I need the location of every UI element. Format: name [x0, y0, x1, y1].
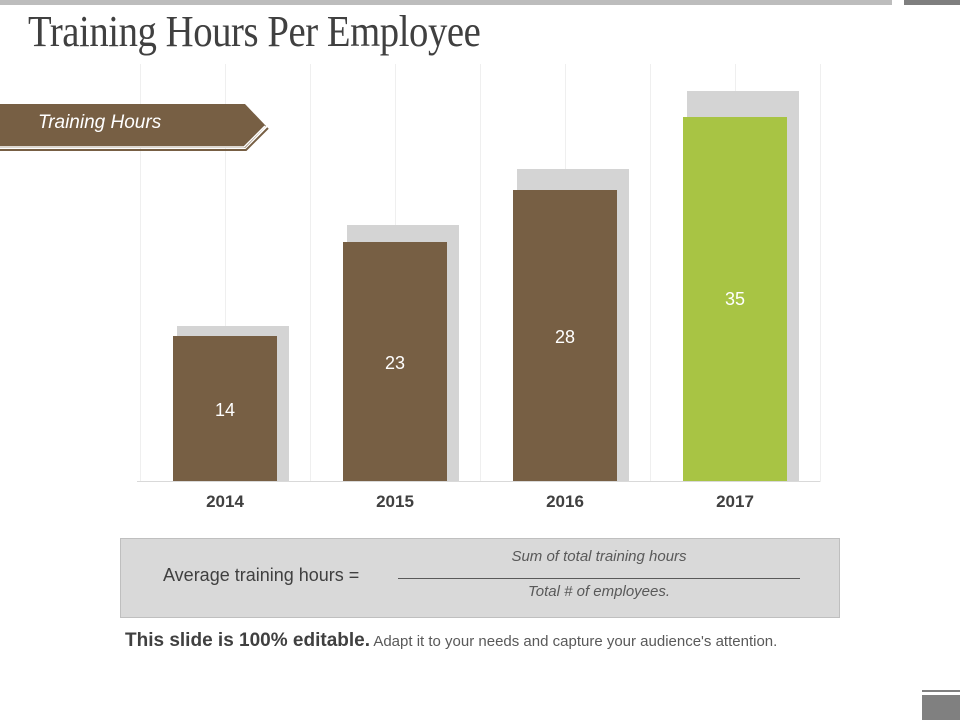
bar-value-label: 28 [554, 327, 576, 347]
footer-bold-text: This slide is 100% editable. [125, 630, 370, 651]
x-axis-label: 2015 [376, 492, 414, 511]
slide-title: Training Hours Per Employee [28, 7, 481, 56]
bar-value-label: 35 [724, 289, 746, 309]
top-decor-bar-right [904, 0, 960, 5]
bar-value-label: 14 [214, 400, 236, 420]
bar-2016: 28 [513, 190, 617, 481]
bar-2014: 14 [173, 336, 277, 481]
corner-decor-block [922, 695, 960, 720]
bar-value-label: 23 [384, 353, 406, 373]
bar-2017: 35 [683, 117, 787, 481]
bar-2015: 23 [343, 242, 447, 481]
x-axis-label: 2017 [716, 492, 754, 511]
gridline [480, 64, 481, 482]
banner-arrow-shape [0, 104, 269, 151]
footer-note: This slide is 100% editable. Adapt it to… [125, 630, 777, 652]
series-legend-label: Training Hours [38, 112, 162, 133]
gridline [820, 64, 821, 482]
gridline [140, 64, 141, 482]
fraction-line [398, 578, 800, 579]
x-axis-line [137, 481, 820, 482]
footer-rest-text: Adapt it to your needs and capture your … [370, 633, 778, 650]
corner-decor-line [922, 690, 960, 692]
formula-numerator: Sum of total training hours [511, 548, 687, 565]
gridline [225, 64, 226, 482]
top-decor-bar [0, 0, 892, 5]
formula-left-text: Average training hours = [163, 565, 360, 585]
x-axis-label: 2016 [546, 492, 584, 511]
gridline [310, 64, 311, 482]
x-axis-label: 2014 [206, 492, 244, 511]
gridline [650, 64, 651, 482]
formula-denominator: Total # of employees. [527, 583, 671, 600]
